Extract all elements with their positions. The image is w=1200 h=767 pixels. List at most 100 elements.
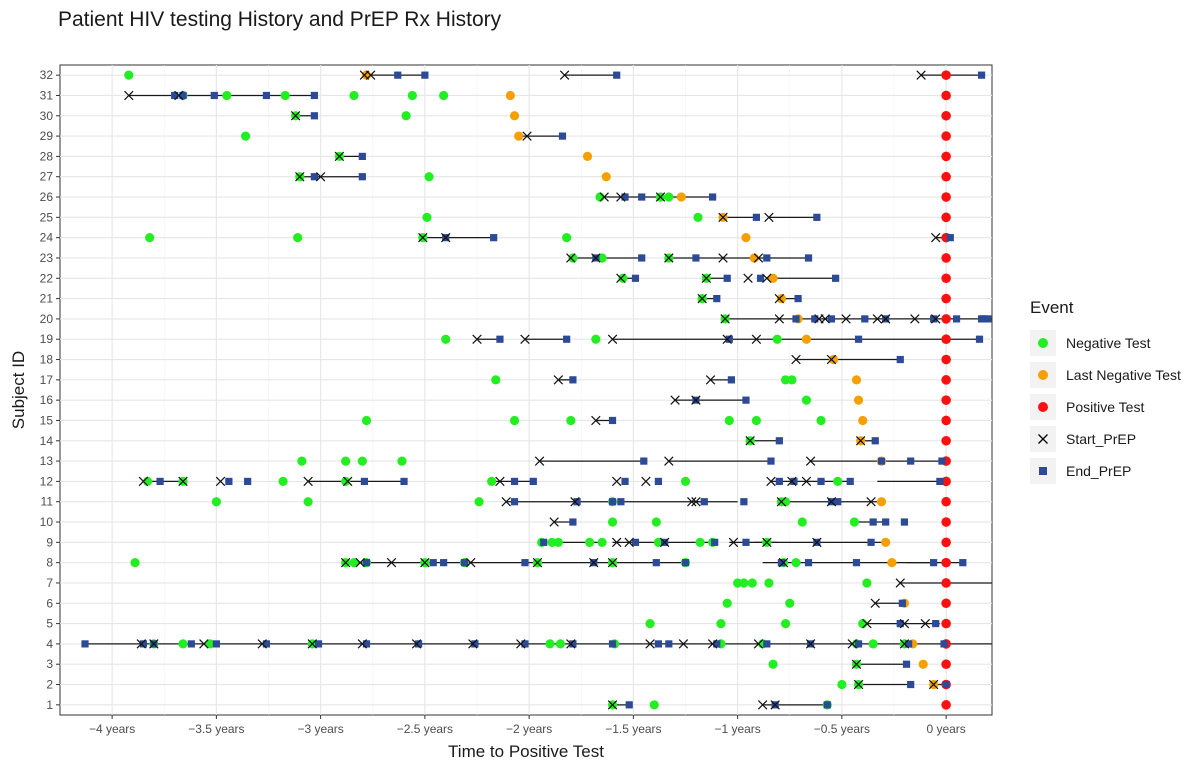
- end-prep-point: [139, 640, 148, 648]
- start-prep-point: [791, 354, 801, 365]
- negative-test-point: [568, 253, 578, 263]
- x-tick-label: −2 years: [506, 722, 552, 736]
- positive-test-point: [941, 293, 951, 304]
- end-prep-point: [930, 315, 938, 323]
- y-tick-label: 2: [46, 678, 53, 692]
- start-prep-point: [420, 557, 430, 568]
- start-prep-point: [826, 496, 837, 507]
- y-tick-label: 23: [40, 251, 54, 265]
- negative-test-point: [849, 517, 859, 527]
- legend: Event Negative Test Last Negative Test P…: [1030, 298, 1200, 490]
- negative-test-point: [724, 415, 734, 426]
- start-prep-point: [880, 314, 891, 324]
- y-tick-label: 27: [40, 170, 54, 184]
- y-axis-title: Subject ID: [9, 351, 28, 429]
- last-negative-test-point: [851, 375, 862, 385]
- start-prep-point: [570, 496, 580, 507]
- positive-test-point: [941, 171, 951, 182]
- negative-test-point: [837, 679, 847, 690]
- end-prep-point: [510, 498, 519, 506]
- negative-test-point: [509, 415, 520, 426]
- start-prep-point: [751, 334, 762, 344]
- end-prep-point: [763, 640, 771, 648]
- last-negative-test-point: [582, 151, 593, 162]
- end-prep-point: [940, 640, 948, 648]
- start-prep-point: [553, 375, 564, 385]
- end-prep-point: [654, 640, 662, 648]
- start-prep-point: [851, 659, 862, 669]
- end-prep-point: [792, 315, 800, 323]
- start-prep-point: [616, 273, 626, 284]
- start-prep-point: [862, 618, 872, 629]
- y-tick-label: 28: [40, 149, 54, 163]
- end-prep-point: [775, 437, 783, 445]
- start-prep-point: [664, 253, 674, 263]
- start-prep-point: [501, 496, 511, 507]
- last-negative-test-point: [768, 273, 778, 283]
- negative-test-point: [739, 578, 749, 588]
- start-prep-point: [899, 618, 910, 629]
- x-tick-label: −1.5 years: [605, 722, 661, 736]
- start-prep-point: [853, 679, 864, 690]
- end-prep-point: [763, 254, 771, 262]
- x-tick-label: −0.5 years: [814, 722, 870, 736]
- end-prep-point: [827, 315, 836, 323]
- negative-test-point: [407, 90, 417, 101]
- start-prep-point: [534, 456, 545, 466]
- negative-test-point: [791, 558, 801, 568]
- x-axis-title: Time to Positive Test: [448, 742, 604, 761]
- negative-test-point: [785, 598, 795, 608]
- legend-key-end-prep: [1030, 458, 1056, 484]
- start-prep-point: [611, 537, 622, 548]
- y-tick-label: 4: [46, 637, 53, 651]
- negative-test-point: [780, 497, 791, 507]
- start-prep-point: [743, 273, 753, 284]
- end-prep-point: [262, 91, 271, 100]
- end-prep-point: [608, 498, 617, 506]
- positive-test-point: [941, 598, 951, 609]
- last-negative-test-point: [853, 395, 864, 405]
- positive-test-point: [941, 476, 951, 487]
- positive-test-point: [941, 659, 951, 670]
- start-prep-point: [559, 70, 570, 80]
- end-prep-point: [171, 91, 179, 100]
- y-tick-label: 18: [40, 353, 54, 367]
- start-prep-point: [707, 639, 718, 649]
- end-prep-point: [490, 234, 498, 242]
- start-prep-point: [753, 639, 764, 649]
- positive-test-point: [941, 273, 951, 284]
- y-tick-label: 32: [40, 68, 54, 82]
- end-prep-point: [804, 254, 813, 262]
- negative-test-point: [747, 578, 757, 588]
- y-tick-label: 29: [40, 129, 54, 143]
- end-prep-point: [975, 335, 984, 343]
- negative-test-point: [205, 639, 215, 649]
- end-prep-point: [834, 498, 842, 506]
- end-prep-point: [569, 376, 577, 384]
- negative-test-point: [278, 476, 288, 487]
- y-tick-label: 8: [46, 556, 53, 570]
- end-prep-point: [882, 518, 890, 526]
- negative-test-point: [618, 273, 628, 283]
- legend-label-start-prep: Start_PrEP: [1066, 431, 1137, 447]
- negative-test-point: [693, 212, 703, 222]
- start-prep-point: [718, 253, 728, 263]
- end-prep-point: [638, 254, 646, 262]
- end-prep-point: [854, 335, 863, 343]
- start-prep-point: [820, 314, 830, 324]
- end-prep-point: [310, 112, 318, 120]
- start-prep-point: [930, 314, 941, 324]
- start-prep-point: [566, 639, 576, 649]
- negative-test-point: [797, 517, 807, 527]
- start-prep-point: [701, 273, 712, 284]
- negative-test-point: [441, 334, 451, 344]
- legend-label-negative-test: Negative Test: [1066, 335, 1151, 351]
- end-prep-point: [904, 640, 913, 648]
- negative-test-point: [591, 334, 601, 344]
- end-prep-point: [262, 640, 271, 648]
- end-prep-point: [210, 91, 218, 100]
- end-prep-point: [900, 518, 909, 526]
- start-prep-point: [930, 232, 941, 243]
- last-negative-test-point: [858, 415, 868, 426]
- y-tick-label: 13: [40, 454, 54, 468]
